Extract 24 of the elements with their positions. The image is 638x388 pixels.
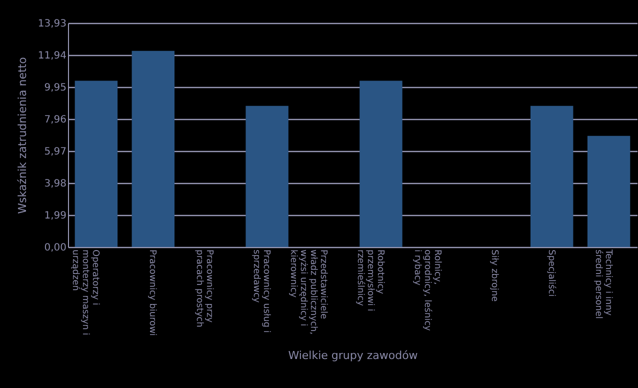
y-tick-label: 1,99 <box>44 210 66 222</box>
x-tick-label: Operatorzy i monterzy maszyn i urządzeń <box>70 250 100 336</box>
y-axis-title: Wskaźnik zatrudnienia netto <box>16 56 29 214</box>
x-tick-label: Siły zbrojne <box>488 250 499 302</box>
x-tick-label: Pracownicy przy pracach prostych <box>194 250 214 328</box>
x-tick-label: Specjaliści <box>546 250 557 297</box>
x-tick-label: Pracownicy biurowi <box>147 250 158 336</box>
x-tick-label: Rolnicy, ogrodnicy, leśnicy i rybacy <box>412 250 442 332</box>
bar <box>246 106 288 247</box>
bar <box>530 106 574 247</box>
y-tick-label: 7,96 <box>44 114 66 126</box>
bar <box>132 50 175 247</box>
bar <box>360 80 402 247</box>
x-tick-label: Technicy i inny średni personel <box>592 248 613 319</box>
bar <box>74 80 118 247</box>
y-tick-label: 3,98 <box>44 178 66 190</box>
y-tick-label: 5,97 <box>44 146 66 158</box>
bar <box>587 136 630 247</box>
x-tick-label: Pracownicy usług i sprzedawcy <box>251 250 272 333</box>
y-tick-label: 9,95 <box>44 82 66 94</box>
y-tick-label: 13,93 <box>38 18 66 30</box>
x-axis-title: Wielkie grupy zawodów <box>288 348 418 362</box>
y-tick-label: 11,94 <box>38 50 66 62</box>
y-tick-label: 0,00 <box>44 242 66 254</box>
